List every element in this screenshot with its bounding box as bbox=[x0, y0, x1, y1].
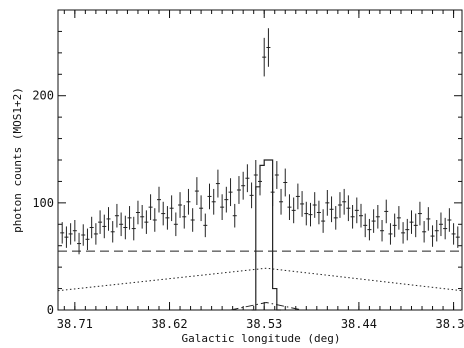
y-axis-ticks: 0 100 200 bbox=[32, 30, 462, 317]
y-tick-label: 100 bbox=[32, 196, 54, 210]
x-axis-label: Galactic longitude (deg) bbox=[182, 332, 341, 345]
axes-frame bbox=[57, 9, 463, 311]
narrow-component-curve bbox=[230, 301, 303, 311]
x-tick-label: 38.62 bbox=[151, 317, 187, 331]
x-axis-ticks: 38.71 38.62 38.53 38.44 38.35 bbox=[57, 10, 464, 331]
y-axis-label: photon counts (MOS1+2) bbox=[11, 87, 24, 233]
plot-frame bbox=[57, 9, 463, 311]
extended-component-curve bbox=[57, 267, 463, 292]
y-tick-label: 0 bbox=[47, 303, 54, 317]
y-tick-label: 200 bbox=[32, 89, 54, 103]
x-tick-label: 38.53 bbox=[246, 317, 282, 331]
x-tick-label: 38.44 bbox=[341, 317, 377, 331]
x-tick-label: 38.35 bbox=[436, 317, 464, 331]
x-tick-label: 38.71 bbox=[57, 317, 93, 331]
data-points bbox=[60, 28, 460, 255]
